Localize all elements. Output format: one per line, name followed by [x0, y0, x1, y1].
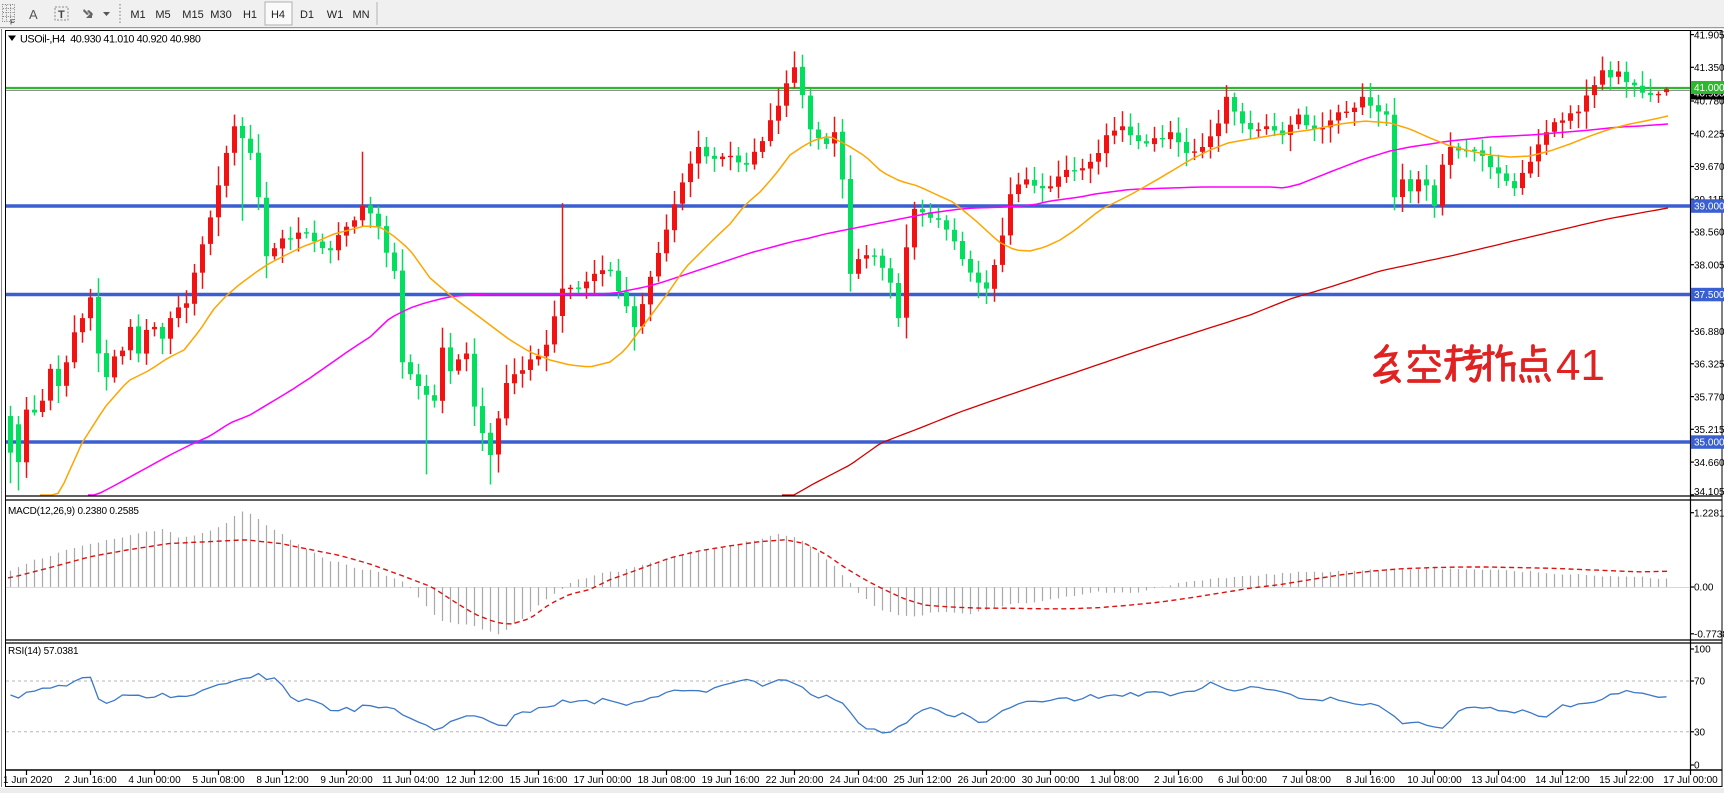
svg-text:1.2281: 1.2281 — [1694, 508, 1724, 519]
svg-text:38.560: 38.560 — [1694, 228, 1724, 239]
svg-text:40.225: 40.225 — [1694, 129, 1724, 140]
svg-text:9 Jun 20:00: 9 Jun 20:00 — [320, 775, 373, 786]
svg-text:38.005: 38.005 — [1694, 260, 1724, 271]
svg-text:41: 41 — [1556, 341, 1605, 390]
svg-text:13 Jul 04:00: 13 Jul 04:00 — [1471, 775, 1526, 786]
svg-text:18 Jun 08:00: 18 Jun 08:00 — [638, 775, 696, 786]
svg-text:17 Jun 00:00: 17 Jun 00:00 — [574, 775, 632, 786]
svg-text:39.000: 39.000 — [1694, 202, 1724, 213]
svg-text:11 Jun 04:00: 11 Jun 04:00 — [382, 775, 440, 786]
svg-text:26 Jun 20:00: 26 Jun 20:00 — [958, 775, 1016, 786]
svg-text:22 Jun 20:00: 22 Jun 20:00 — [766, 775, 824, 786]
svg-text:15 Jun 16:00: 15 Jun 16:00 — [510, 775, 568, 786]
svg-text:41.350: 41.350 — [1694, 63, 1724, 74]
svg-text:34.105: 34.105 — [1694, 487, 1724, 498]
svg-text:1 Jun 2020: 1 Jun 2020 — [3, 775, 53, 786]
svg-text:M15: M15 — [182, 9, 203, 21]
svg-text:5 Jun 08:00: 5 Jun 08:00 — [192, 775, 245, 786]
svg-text:0: 0 — [1694, 761, 1700, 772]
svg-text:10 Jul 00:00: 10 Jul 00:00 — [1407, 775, 1462, 786]
svg-text:8 Jul 16:00: 8 Jul 16:00 — [1346, 775, 1395, 786]
svg-text:1 Jul 08:00: 1 Jul 08:00 — [1090, 775, 1139, 786]
svg-text:7 Jul 08:00: 7 Jul 08:00 — [1282, 775, 1331, 786]
svg-text:2 Jul 16:00: 2 Jul 16:00 — [1154, 775, 1203, 786]
svg-text:A: A — [29, 7, 38, 22]
svg-text:H4: H4 — [271, 9, 285, 21]
svg-text:70: 70 — [1694, 677, 1706, 688]
svg-text:25 Jun 12:00: 25 Jun 12:00 — [894, 775, 952, 786]
svg-text:40.780: 40.780 — [1694, 97, 1724, 108]
svg-text:W1: W1 — [327, 9, 344, 21]
svg-text:34.660: 34.660 — [1694, 458, 1724, 469]
svg-text:36.880: 36.880 — [1694, 327, 1724, 338]
svg-text:D1: D1 — [300, 9, 314, 21]
svg-text:14 Jul 12:00: 14 Jul 12:00 — [1535, 775, 1590, 786]
svg-text:30: 30 — [1694, 728, 1706, 739]
svg-text:19 Jun 16:00: 19 Jun 16:00 — [702, 775, 760, 786]
svg-text:RSI(14) 57.0381: RSI(14) 57.0381 — [8, 646, 79, 657]
svg-text:17 Jul 00:00: 17 Jul 00:00 — [1663, 775, 1718, 786]
svg-text:M5: M5 — [155, 9, 170, 21]
svg-text:MACD(12,26,9) 0.2380 0.2585: MACD(12,26,9) 0.2380 0.2585 — [8, 506, 139, 517]
svg-text:M1: M1 — [130, 9, 145, 21]
svg-text:12 Jun 12:00: 12 Jun 12:00 — [446, 775, 504, 786]
svg-text:41.000: 41.000 — [1694, 83, 1724, 94]
svg-text:35.770: 35.770 — [1694, 392, 1724, 403]
svg-text:39.670: 39.670 — [1694, 162, 1724, 173]
svg-text:6 Jul 00:00: 6 Jul 00:00 — [1218, 775, 1267, 786]
svg-text:USOil-,H4 40.930 41.010 40.92: USOil-,H4 40.930 41.010 40.920 40.980 — [20, 34, 201, 46]
svg-text:-0.7738: -0.7738 — [1694, 630, 1724, 641]
svg-text:30 Jun 00:00: 30 Jun 00:00 — [1022, 775, 1080, 786]
svg-text:37.500: 37.500 — [1694, 290, 1724, 301]
svg-text:35.215: 35.215 — [1694, 425, 1724, 436]
svg-text:24 Jun 04:00: 24 Jun 04:00 — [830, 775, 888, 786]
svg-text:T: T — [58, 9, 65, 21]
svg-text:M30: M30 — [210, 9, 231, 21]
svg-text:MN: MN — [352, 9, 369, 21]
svg-text:35.000: 35.000 — [1694, 438, 1724, 449]
svg-text:8 Jun 12:00: 8 Jun 12:00 — [256, 775, 309, 786]
svg-text:H1: H1 — [243, 9, 257, 21]
svg-text:0.00: 0.00 — [1694, 583, 1714, 594]
svg-text:36.325: 36.325 — [1694, 360, 1724, 371]
svg-text:100: 100 — [1694, 645, 1711, 656]
svg-text:F: F — [10, 18, 15, 27]
svg-text:15 Jul 22:00: 15 Jul 22:00 — [1599, 775, 1654, 786]
svg-text:2 Jun 16:00: 2 Jun 16:00 — [64, 775, 117, 786]
svg-text:4 Jun 00:00: 4 Jun 00:00 — [128, 775, 181, 786]
svg-text:41.905: 41.905 — [1694, 30, 1724, 41]
